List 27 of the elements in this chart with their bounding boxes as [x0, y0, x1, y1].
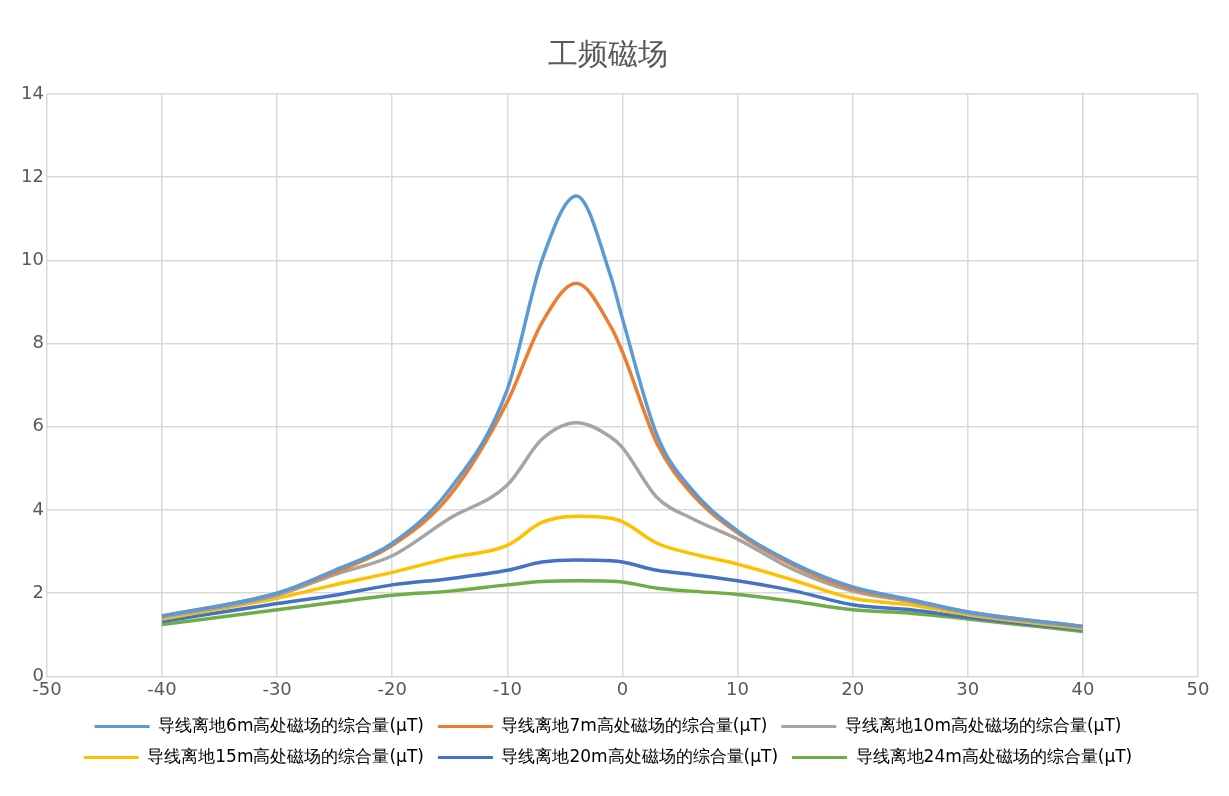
legend-label: 导线离地24m高处磁场的综合量(μT): [855, 745, 1133, 766]
legend-label: 导线离地6m高处磁场的综合量(μT): [158, 714, 424, 735]
x-tick-label: 20: [841, 677, 865, 699]
x-tick-label: -20: [377, 677, 407, 699]
y-tick-label: 8: [32, 331, 44, 353]
line-series: [160, 578, 1085, 634]
y-tick-label: 12: [21, 164, 44, 186]
x-tick-label: 0: [616, 677, 629, 699]
legend-label: 导线离地20m高处磁场的综合量(μT): [501, 745, 779, 766]
line-series: [160, 194, 1085, 629]
x-tick-label: -30: [262, 677, 292, 699]
x-tick-label: 40: [1071, 677, 1095, 699]
legend-label: 导线离地10m高处磁场的综合量(μT): [844, 714, 1122, 735]
legend-label: 导线离地7m高处磁场的综合量(μT): [501, 714, 768, 735]
x-tick-label: 50: [1186, 677, 1210, 699]
y-tick-label: 10: [21, 248, 44, 270]
y-tick-label: 2: [32, 580, 44, 602]
line-series: [160, 558, 1085, 632]
x-tick-label: 10: [726, 677, 750, 699]
legend-label: 导线离地15m高处磁场的综合量(μT): [147, 745, 424, 766]
x-tick-label: 30: [956, 677, 980, 699]
chart-title: 工频磁场: [548, 35, 668, 71]
x-tick-label: -10: [492, 677, 523, 699]
y-tick-label: 4: [32, 497, 44, 519]
y-tick-label: 6: [32, 414, 44, 436]
y-tick-label: 14: [21, 81, 44, 103]
x-tick-label: -40: [147, 677, 177, 699]
